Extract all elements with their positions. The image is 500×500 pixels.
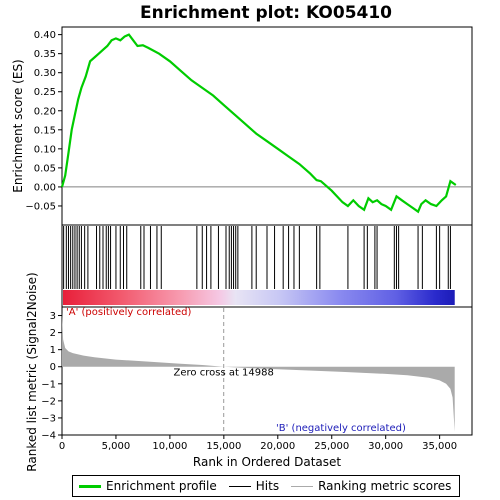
rank-heatmap-bar — [63, 290, 455, 305]
ranked-ytick-label: 0 — [50, 362, 56, 373]
zero-cross-label: Zero cross at 14988 — [174, 368, 274, 379]
enrichment-ytick-label: 0.30 — [34, 68, 56, 79]
enrichment-ytick-label: 0.40 — [34, 30, 56, 41]
enrichment-panel: −0.05 0.00 0.05 0.10 0.15 0.20 0.25 0.30 0.35 0.4… — [25, 26, 473, 226]
enrichment-profile-line — [60, 33, 457, 214]
ranking-metric-area — [62, 312, 455, 432]
ranked-metric-ylabel: Ranked list metric (Signal2Noise) — [25, 272, 39, 471]
x-tick-label: 25,000 — [314, 441, 349, 452]
legend-item-profile: Enrichment profile — [79, 479, 217, 493]
enrichment-ytick-label: 0.35 — [34, 49, 56, 60]
enrichment-ylabel: Enrichment score (ES) — [11, 59, 25, 192]
x-tick-label: 20,000 — [260, 441, 295, 452]
hits-panel — [61, 224, 473, 308]
enrichment-ytick-label: 0.05 — [34, 163, 56, 174]
ranked-ytick-label: −4 — [41, 431, 56, 442]
enrichment-ytick-label: 0.20 — [34, 106, 56, 117]
legend-item-hits: Hits — [228, 479, 280, 493]
enrichment-ytick-label: 0.10 — [34, 144, 56, 155]
enrichment-ytick-label: 0.25 — [34, 87, 56, 98]
positive-annotation: 'A' (positively correlated) — [66, 307, 191, 318]
legend-label-profile: Enrichment profile — [106, 479, 217, 493]
legend-swatch-hits — [228, 485, 251, 487]
enrichment-ytick-label: 0.00 — [34, 182, 56, 193]
legend-swatch-profile — [79, 484, 101, 488]
enrichment-frame — [61, 26, 473, 226]
ranked-ytick-label: 2 — [50, 328, 56, 339]
x-tick-label: 10,000 — [152, 441, 187, 452]
negative-annotation: 'B' (negatively correlated) — [276, 423, 406, 434]
x-tick-label: 35,000 — [422, 441, 457, 452]
x-tick-label: 30,000 — [368, 441, 403, 452]
ranked-ytick-label: −2 — [41, 396, 56, 407]
chart-title: Enrichment plot: KO05410 — [140, 3, 392, 23]
x-tick-label: 15,000 — [206, 441, 241, 452]
legend-swatch-ranking — [291, 485, 314, 487]
x-tick-label: 0 — [59, 441, 65, 452]
ranked-ytick-label: −3 — [41, 413, 56, 424]
enrichment-ytick-label: 0.15 — [34, 125, 56, 136]
ranked-ytick-label: −1 — [41, 379, 56, 390]
legend-item-ranking: Ranking metric scores — [291, 479, 451, 493]
x-tick-label: 5,000 — [102, 441, 131, 452]
enrichment-ytick-label: −0.05 — [25, 201, 56, 212]
x-axis-label: Rank in Ordered Dataset — [193, 455, 341, 469]
legend: Enrichment profile Hits Ranking metric s… — [72, 475, 460, 497]
legend-label-hits: Hits — [255, 479, 280, 493]
ranked-ytick-label: 3 — [50, 311, 56, 322]
ranked-ytick-label: 1 — [50, 345, 56, 356]
ranked-metric-panel: −4 −3 −2 −1 0 1 2 3 Zero cross at 14988 'A' (po… — [41, 306, 473, 442]
legend-label-ranking: Ranking metric scores — [318, 479, 452, 493]
